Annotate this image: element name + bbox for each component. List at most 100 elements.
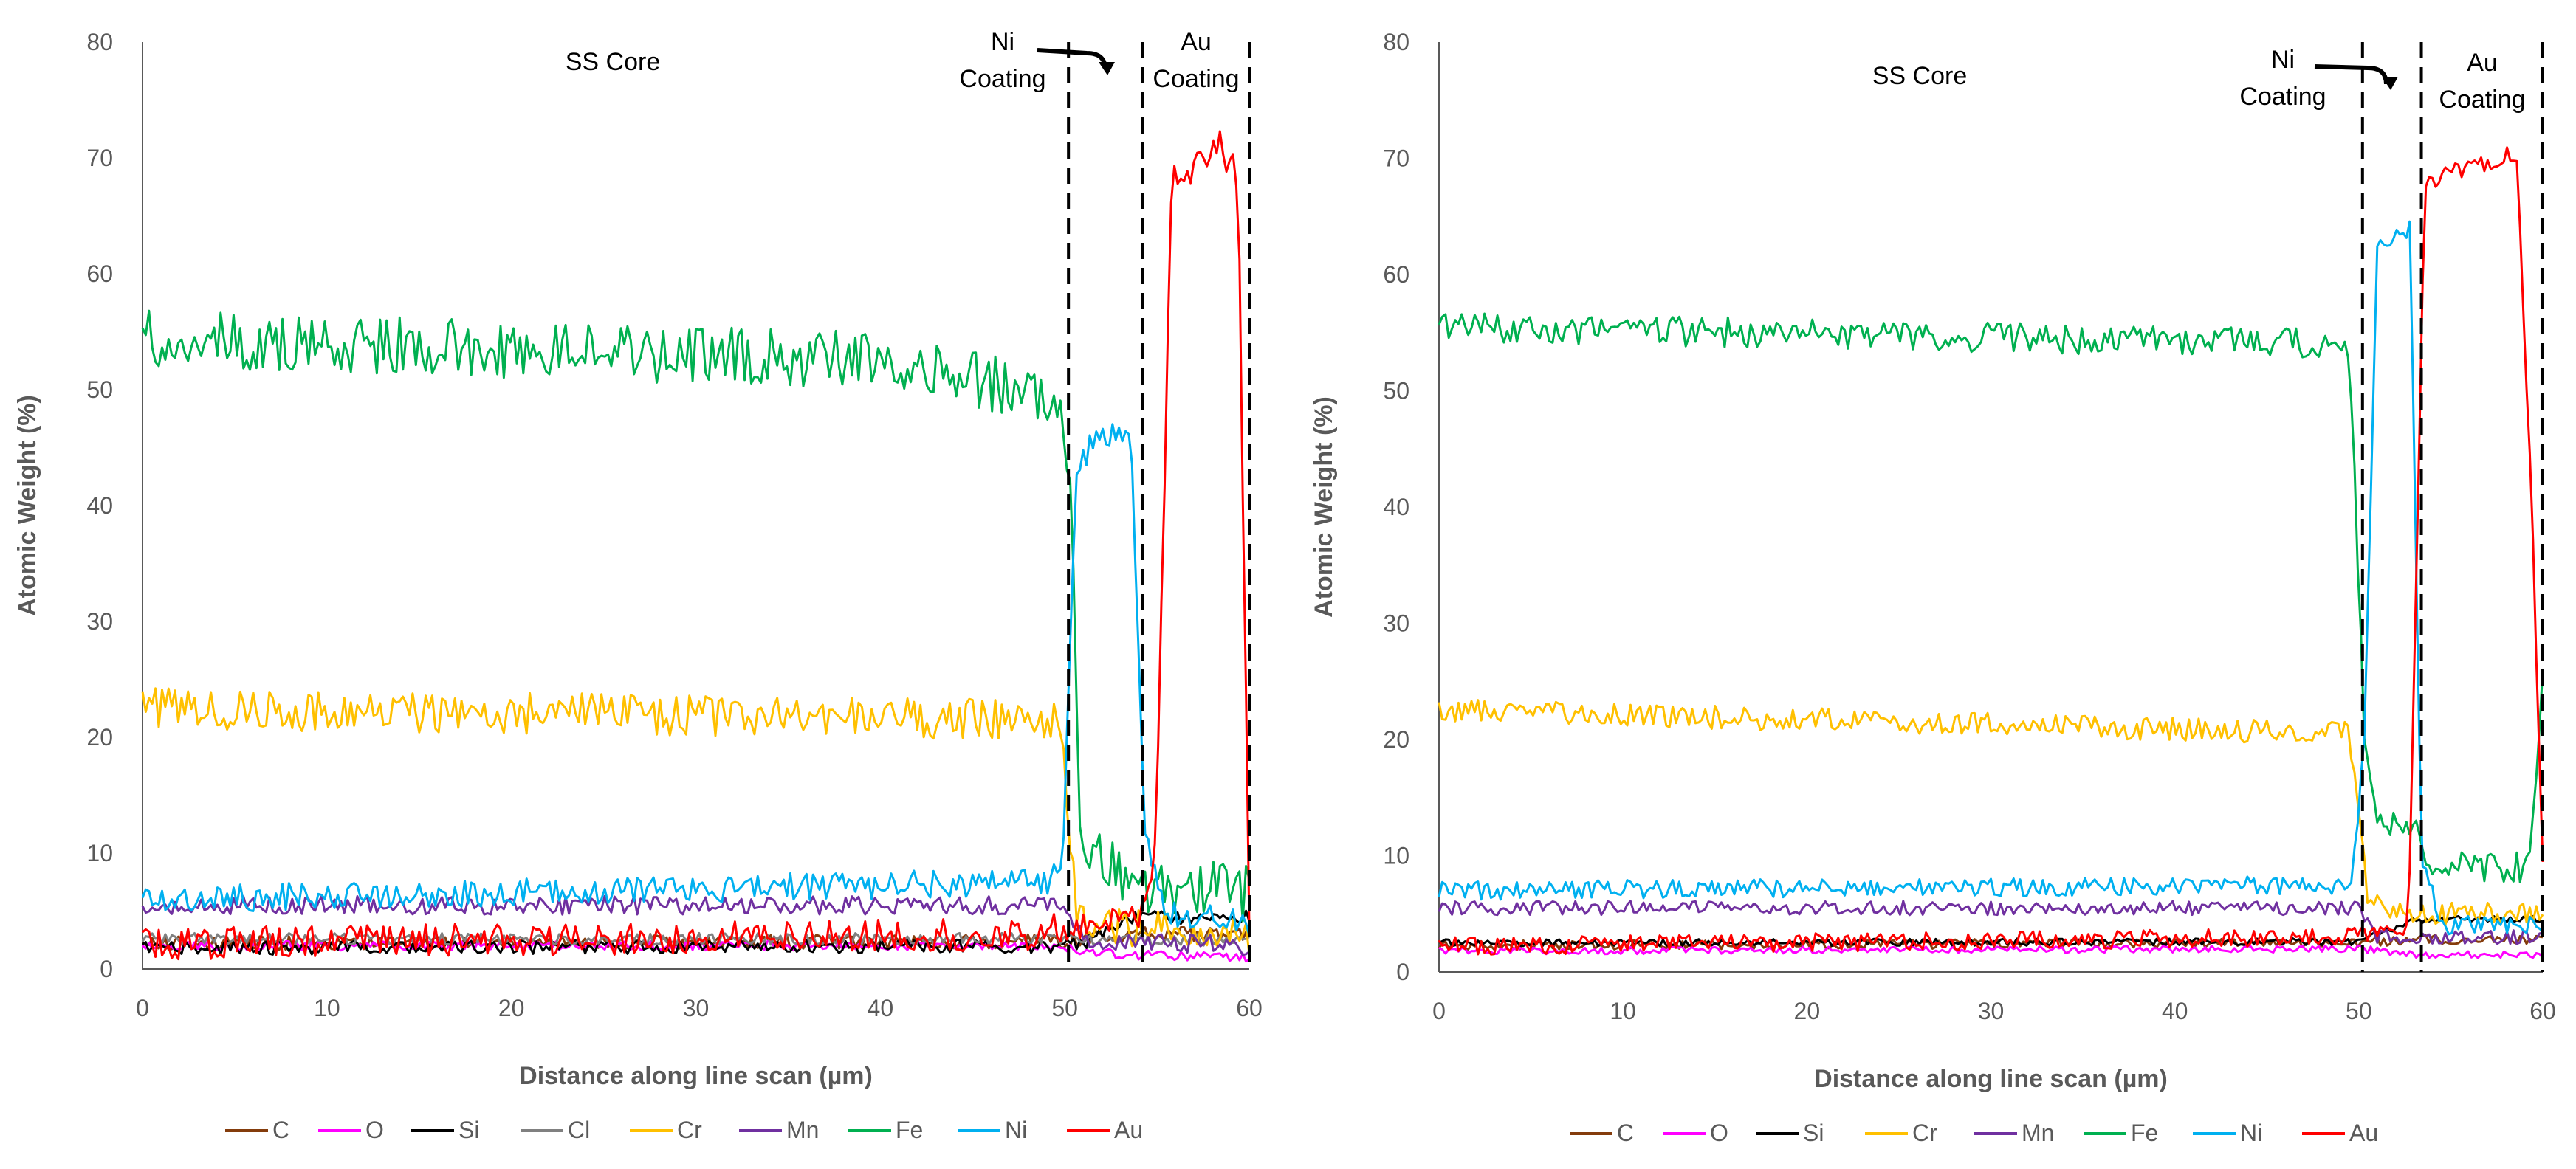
x-tick-label: 20 [1794,998,1821,1024]
x-tick-label: 50 [2346,998,2372,1024]
x-tick-label: 10 [1610,998,1636,1024]
annotation-au-coating: Au Coating [2439,49,2525,114]
annotation-au-coating: Au Coating [1153,28,1239,93]
series-line-au [1438,146,2544,956]
chart-panel-2: 0 10 20 30 40 50 60 70 80 0 10 20 30 40 50 60 Distance a… [1310,29,2556,1146]
x-tick-label: 0 [136,995,149,1021]
annotation-line: Ni [2271,46,2295,74]
legend-label: Cr [1912,1120,1937,1146]
x-tick-label: 60 [1236,995,1263,1021]
legend-item-o: O [318,1117,384,1143]
annotation-line: Coating [2239,83,2326,111]
y-tick-label: 0 [1396,959,1409,985]
y-tick-label: 60 [1383,261,1409,288]
legend-item-au: Au [2302,1120,2378,1146]
y-tick-label: 70 [1383,145,1409,172]
annotation-ni-coating: Ni Coating [2239,46,2326,111]
legend-label: O [365,1117,384,1143]
legend-item-si: Si [1756,1120,1824,1146]
annotation-line: Au [2467,49,2498,77]
legend-label: Mn [2022,1120,2054,1146]
y-tick-label: 70 [86,145,113,171]
series-line-ni [1438,220,2544,936]
legend-item-au: Au [1067,1117,1143,1143]
annotation-arrow [1037,48,1107,70]
legend-label: Si [458,1117,479,1143]
y-axis-title: Atomic Weight (%) [13,395,41,616]
x-tick-label: 40 [868,995,894,1021]
annotation-ni-coating: Ni Coating [959,28,1045,93]
legend-item-si: Si [411,1117,479,1143]
x-axis-title: Distance along line scan (µm) [1814,1065,2168,1093]
y-tick-label: 20 [1383,726,1409,753]
x-tick-label: 30 [683,995,710,1021]
x-tick-label: 30 [1978,998,2005,1024]
y-tick-label: 50 [86,376,113,403]
legend-item-c: C [1570,1120,1634,1146]
x-tick-label: 0 [1432,998,1446,1024]
annotation-arrowhead [1099,62,1115,75]
legend-label: Au [2349,1120,2378,1146]
series-line-ni [141,423,1251,936]
annotation-arrow [2314,64,2388,85]
legend-item-cl: Cl [521,1117,590,1143]
annotation-line: Coating [2439,86,2525,114]
y-tick-label: 80 [86,29,113,55]
y-tick-label: 30 [86,608,113,635]
legend-label: C [272,1117,289,1143]
legend: C O Si Cr Mn Fe Ni Au [1570,1120,2378,1146]
x-tick-label: 40 [2162,998,2188,1024]
legend-item-ni: Ni [958,1117,1027,1143]
legend-label: Si [1803,1120,1824,1146]
annotation-ss-core: SS Core [1872,62,1968,90]
annotation-line: Coating [959,65,1045,93]
series-line-fe [1438,312,2544,883]
y-tick-label: 60 [86,261,113,287]
chart-panel-1: 0 10 20 30 40 50 60 70 80 0 10 20 30 40 50 60 Distance a… [13,28,1263,1143]
legend-item-cr: Cr [630,1117,702,1143]
series-line-au [142,130,1251,961]
annotation-line: Au [1181,28,1212,56]
legend-label: Cl [568,1117,590,1143]
legend-item-ni: Ni [2193,1120,2262,1146]
legend-label: Au [1114,1117,1143,1143]
legend-item-mn: Mn [739,1117,819,1143]
series-line-fe [141,309,1251,923]
y-tick-label: 0 [100,956,113,982]
legend: C O Si Cl Cr Mn Fe Ni Au [225,1117,1143,1143]
series-line-o [1438,944,2544,959]
legend-label: Fe [2131,1120,2158,1146]
legend-label: Ni [2240,1120,2262,1146]
y-tick-label: 80 [1383,29,1409,55]
y-tick-label: 20 [86,724,113,751]
x-tick-label: 60 [2529,998,2556,1024]
x-tick-label: 20 [498,995,525,1021]
x-tick-label: 10 [314,995,340,1021]
legend-item-fe: Fe [2084,1120,2158,1146]
legend-label: Cr [677,1117,702,1143]
annotation-line: Ni [991,28,1014,56]
legend-label: Mn [786,1117,819,1143]
annotation-line: Coating [1153,65,1239,93]
legend-item-mn: Mn [1974,1120,2054,1146]
series-line-cr [1438,699,2544,926]
series-line-mn [141,894,1250,956]
x-tick-label: 50 [1051,995,1078,1021]
y-tick-label: 40 [1383,494,1409,520]
y-tick-label: 30 [1383,610,1409,637]
legend-item-cr: Cr [1865,1120,1937,1146]
y-tick-label: 50 [1383,378,1409,404]
y-tick-label: 10 [86,840,113,866]
annotation-arrowhead [2382,77,2398,90]
legend-item-c: C [225,1117,289,1143]
legend-label: Ni [1005,1117,1027,1143]
x-axis-title: Distance along line scan (µm) [519,1062,873,1090]
y-tick-label: 40 [86,492,113,519]
series-line-mn [1438,900,2544,945]
legend-item-o: O [1663,1120,1728,1146]
legend-item-fe: Fe [848,1117,923,1143]
legend-label: O [1710,1120,1728,1146]
y-axis-title: Atomic Weight (%) [1310,396,1338,618]
annotation-ss-core: SS Core [566,48,661,76]
